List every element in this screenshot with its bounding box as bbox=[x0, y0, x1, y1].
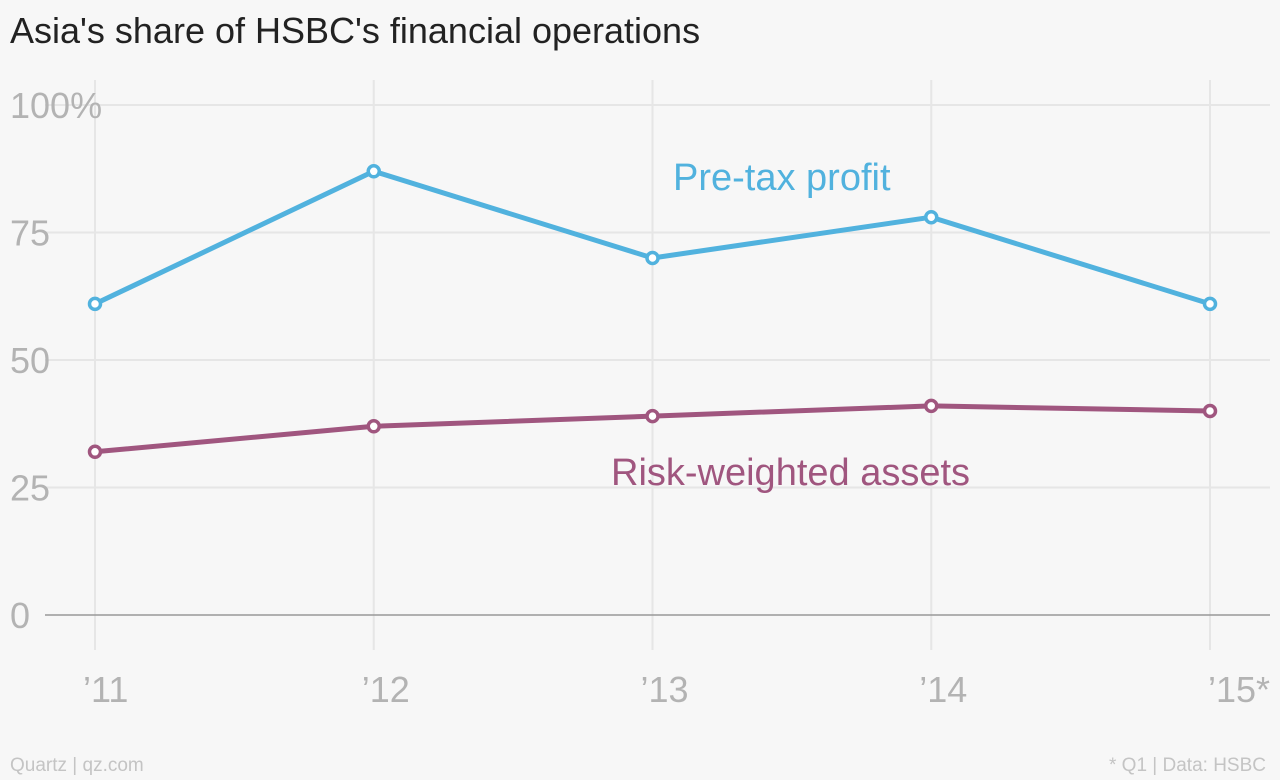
y-axis: 100% 75 50 25 0 bbox=[10, 85, 102, 636]
series-label: Risk-weighted assets bbox=[611, 452, 970, 494]
data-point bbox=[366, 419, 381, 434]
x-tick-label: ’14 bbox=[919, 669, 967, 710]
data-point bbox=[645, 250, 660, 266]
grid bbox=[45, 80, 1270, 650]
x-axis: ’11 ’12 ’13 ’14 ’15* bbox=[83, 669, 1270, 710]
data-point bbox=[87, 296, 103, 312]
series-group bbox=[87, 164, 1218, 460]
series-labels: Pre-tax profit Risk-weighted assets bbox=[611, 157, 970, 494]
data-point bbox=[924, 398, 939, 414]
data-point bbox=[366, 164, 381, 179]
x-tick-label: ’13 bbox=[641, 669, 689, 710]
y-tick-label: 75 bbox=[10, 213, 50, 254]
data-point bbox=[924, 209, 939, 225]
y-tick-label: 0 bbox=[10, 595, 30, 636]
chart-title: Asia's share of HSBC's financial operati… bbox=[10, 10, 701, 51]
data-point bbox=[645, 408, 660, 424]
x-tick-label: ’12 bbox=[362, 669, 410, 710]
source-credit: Quartz | qz.com bbox=[10, 755, 144, 776]
data-point bbox=[1202, 296, 1218, 312]
footnote: * Q1 | Data: HSBC bbox=[1109, 755, 1266, 776]
x-tick-label: ’11 bbox=[83, 669, 128, 710]
data-point bbox=[87, 444, 103, 460]
y-tick-label: 50 bbox=[10, 340, 50, 381]
y-tick-label: 25 bbox=[10, 468, 50, 509]
data-point bbox=[1202, 403, 1218, 419]
x-tick-label: ’15* bbox=[1208, 669, 1270, 710]
series-label: Pre-tax profit bbox=[673, 157, 891, 199]
y-tick-label: 100% bbox=[10, 85, 102, 126]
